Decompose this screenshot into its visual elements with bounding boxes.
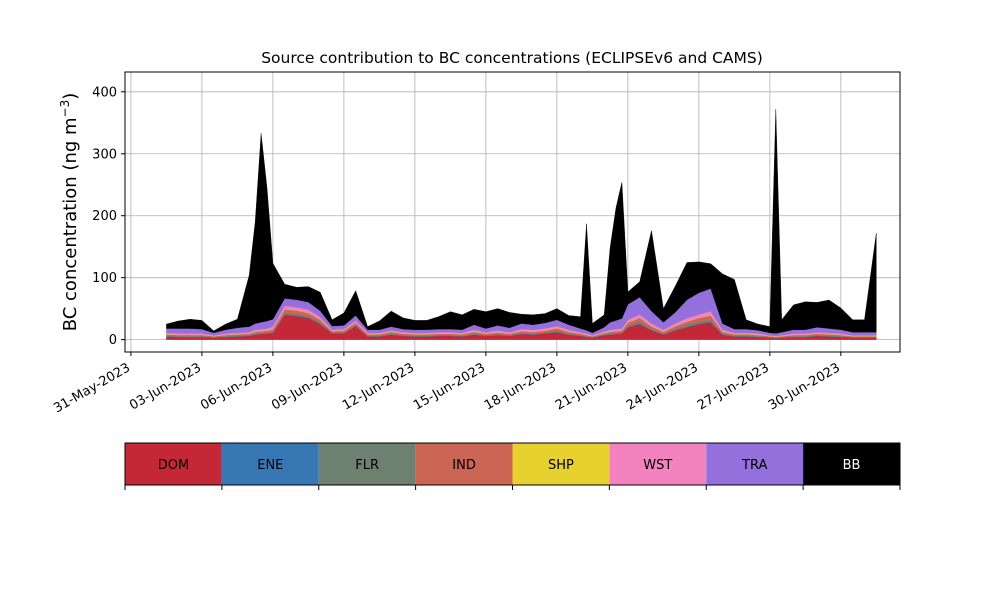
legend-swatch-bb [803, 443, 900, 485]
legend-swatch-tra [706, 443, 804, 485]
legend-swatch-ene [221, 443, 319, 485]
plot-frame [124, 71, 901, 353]
legend-swatch-flr [318, 443, 416, 485]
chart-title: Source contribution to BC concentrations… [261, 49, 763, 67]
area-bb [166, 109, 877, 334]
y-axis-ticks: 0 100 200 300 400 [92, 85, 125, 348]
legend-label-bb: BB [843, 458, 861, 473]
y-axis-label-close: ) [60, 93, 81, 100]
y-axis-label: BC concentration (ng m−3) [58, 93, 81, 332]
y-axis-label-main: BC concentration (ng m [60, 117, 81, 331]
legend-label-shp: SHP [548, 458, 574, 473]
legend-label-tra: TRA [741, 458, 767, 473]
legend-swatch-shp [512, 443, 610, 485]
legend-label-dom: DOM [158, 458, 189, 473]
legend-label-ene: ENE [257, 458, 283, 473]
legend-swatch-dom [125, 443, 222, 485]
legend-label-wst: WST [643, 458, 672, 473]
legend-label-ind: IND [452, 458, 476, 473]
y-tick-label: 200 [92, 209, 117, 224]
legend-colorbar: DOM ENE FLR IND SHP WST TRA BB [124, 442, 901, 490]
y-tick-label: 300 [92, 147, 117, 162]
stacked-areas [166, 109, 877, 340]
legend-swatch-ind [415, 443, 513, 485]
legend-label-flr: FLR [355, 458, 379, 473]
y-tick-label: 400 [92, 85, 117, 100]
y-tick-label: 0 [109, 333, 117, 348]
legend-swatch-wst [609, 443, 707, 485]
y-axis-label-superscript: −3 [58, 100, 72, 118]
y-tick-label: 100 [92, 271, 117, 286]
